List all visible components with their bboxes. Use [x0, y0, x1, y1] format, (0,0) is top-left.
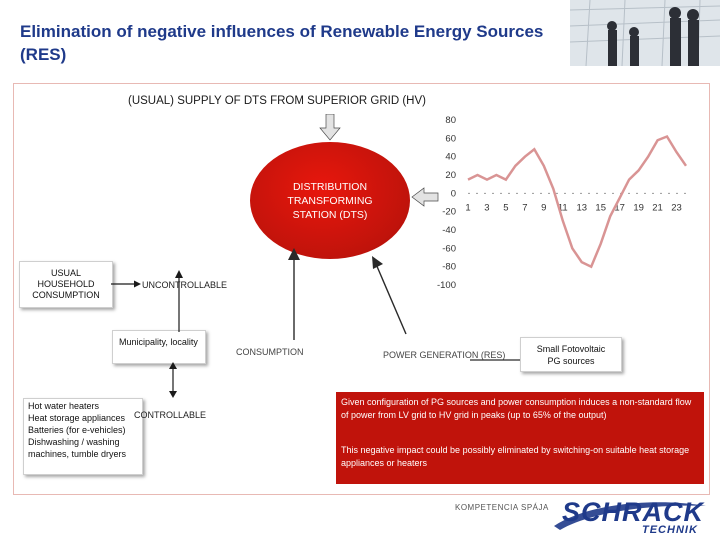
x-tick-label: 17: [614, 202, 625, 213]
controllable-items-text: Hot water heaters Heat storage appliance…: [28, 401, 127, 459]
x-tick-label: 3: [484, 202, 489, 213]
y-tick-label: 80: [445, 115, 456, 126]
x-tick-label: 15: [595, 202, 606, 213]
dts-ellipse: DISTRIBUTION TRANSFORMING STATION (DTS): [250, 142, 410, 259]
small-fv-box: Small Fotovoltaic PG sources: [520, 337, 622, 372]
y-tick-label: -100: [437, 280, 456, 291]
header-photo: [570, 0, 720, 66]
chart-series-line: [467, 134, 688, 269]
generation-connector: [470, 359, 522, 361]
connector-arrow-1: [111, 280, 141, 288]
footer-tagline: KOMPETENCIA SPÁJA: [455, 503, 549, 512]
municipality-box: Municipality, locality: [112, 330, 206, 364]
x-tick-label: 21: [652, 202, 663, 213]
x-tick-label: 1: [465, 202, 470, 213]
usual-household-box: USUAL HOUSEHOLD CONSUMPTION: [19, 261, 113, 308]
arrow-generation-icon: [372, 256, 407, 335]
connector-arrow-updown: [169, 362, 177, 398]
controllable-items-box: Hot water heaters Heat storage appliance…: [23, 398, 143, 475]
logo-sub-text: TECHNIK: [642, 524, 698, 536]
info-paragraph-1: Given configuration of PG sources and po…: [341, 397, 692, 420]
power-generation-label: POWER GENERATION (RES): [383, 350, 506, 360]
schrack-logo: SCHRACK TECHNIK: [550, 496, 710, 538]
x-tick-label: 9: [541, 202, 546, 213]
x-tick-label: 11: [558, 202, 568, 213]
arrow-consumption-icon: [288, 248, 300, 340]
uncontrollable-label: UNCONTROLLABLE: [142, 280, 228, 290]
municipality-label: Municipality, locality: [119, 337, 198, 347]
y-tick-label: -20: [442, 207, 456, 218]
logo-main-text: SCHRACK: [562, 497, 704, 527]
usual-household-label: USUAL HOUSEHOLD CONSUMPTION: [32, 268, 100, 300]
small-fv-label: Small Fotovoltaic PG sources: [536, 343, 606, 366]
arrow-down-icon: [319, 114, 341, 141]
info-box: Given configuration of PG sources and po…: [336, 392, 704, 484]
y-tick-label: 20: [445, 170, 456, 181]
arrow-left-icon: [411, 187, 439, 207]
x-tick-label: 13: [576, 202, 587, 213]
consumption-label: CONSUMPTION: [236, 346, 310, 358]
y-tick-label: 60: [445, 133, 456, 144]
x-tick-label: 19: [633, 202, 644, 213]
y-tick-label: 0: [451, 188, 456, 199]
controllable-label: CONTROLLABLE: [134, 410, 207, 420]
y-tick-label: -60: [442, 243, 456, 254]
x-tick-label: 23: [671, 202, 682, 213]
dts-label: DISTRIBUTION TRANSFORMING STATION (DTS): [287, 180, 373, 221]
y-tick-label: -40: [442, 225, 456, 236]
x-tick-label: 7: [522, 202, 527, 213]
info-paragraph-2: This negative impact could be possibly e…: [341, 445, 690, 468]
supply-label: (USUAL) SUPPLY OF DTS FROM SUPERIOR GRID…: [128, 95, 426, 107]
y-tick-label: 40: [445, 152, 456, 163]
content-frame: [13, 83, 710, 495]
logo-swoosh-icon: [554, 502, 706, 530]
consumption-text: CONSUMPTION: [236, 347, 304, 357]
connector-arrow-up: [175, 270, 183, 332]
page-title: Elimination of negative influences of Re…: [20, 22, 544, 64]
x-tick-label: 5: [503, 202, 508, 213]
y-tick-label: -80: [442, 262, 456, 273]
